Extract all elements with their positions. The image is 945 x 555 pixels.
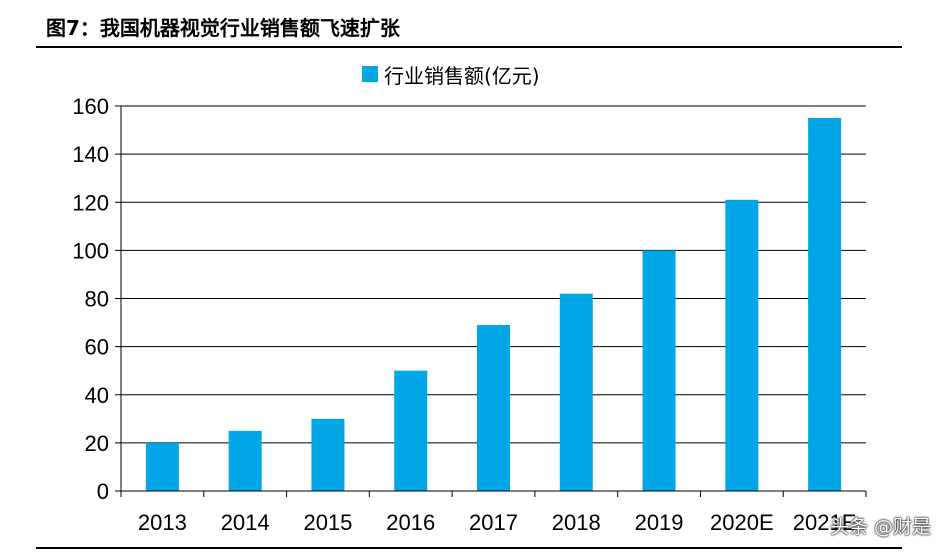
bar-2018 (559, 293, 593, 491)
bar-2013 (145, 442, 179, 491)
x-tick-label-2013: 2013 (138, 510, 187, 535)
legend-label: 行业销售额(亿元) (384, 64, 540, 88)
y-tick-label-0: 0 (97, 479, 109, 504)
x-axis: 2013 2014 2015 2016 2017 2018 2019 2020E 2021E (120, 106, 867, 535)
y-tick-label-40: 40 (85, 383, 109, 408)
bar-2019 (642, 250, 676, 491)
x-tick-label-2017: 2017 (469, 510, 518, 535)
bars (145, 118, 842, 491)
bar-2016 (394, 370, 428, 491)
x-tick-label-2015: 2015 (303, 510, 352, 535)
y-tick-label-20: 20 (85, 431, 109, 456)
x-tick-label-2020E: 2020E (710, 510, 774, 535)
y-tick-label-60: 60 (85, 335, 109, 360)
bar-2014 (228, 430, 262, 491)
bar-2020E (725, 199, 759, 491)
bottom-rule (36, 547, 902, 549)
x-tick-label-2021E: 2021E (793, 510, 857, 535)
bar-2021E (808, 118, 842, 491)
bar-2015 (311, 418, 345, 491)
y-tick-label-80: 80 (85, 287, 109, 312)
y-tick-label-140: 140 (72, 142, 109, 167)
x-tick-label-2016: 2016 (386, 510, 435, 535)
watermark: 头条 @财是 (829, 516, 931, 538)
y-tick-label-160: 160 (72, 94, 109, 119)
top-rule (36, 46, 902, 48)
y-tick-label-120: 120 (72, 190, 109, 215)
x-tick-label-2014: 2014 (221, 510, 270, 535)
bar-2017 (477, 324, 510, 491)
legend-swatch (362, 66, 378, 82)
legend: 行业销售额(亿元) (362, 64, 540, 88)
y-tick-label-100: 100 (72, 238, 109, 263)
figure-title: 图7：我国机器视觉行业销售额飞速扩张 (46, 16, 400, 40)
x-tick-label-2019: 2019 (635, 510, 684, 535)
x-tick-label-2018: 2018 (552, 510, 601, 535)
y-axis-ticks: 0 20 40 60 80 100 120 140 160 (72, 94, 121, 504)
